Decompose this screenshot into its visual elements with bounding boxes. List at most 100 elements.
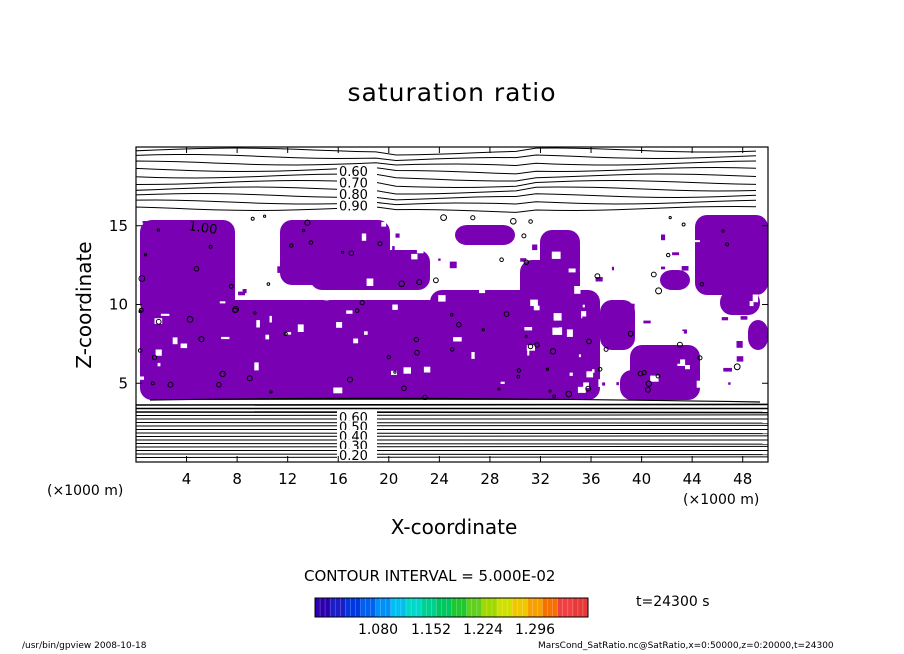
contour-fragment	[138, 275, 146, 282]
shaded-speckle	[568, 268, 576, 273]
shaded-speckle	[297, 324, 304, 332]
shaded-region-13	[695, 215, 768, 295]
contour-fragment	[655, 373, 661, 379]
shaded-speckle	[573, 249, 577, 256]
contour-fragment	[413, 336, 420, 343]
contour-fragment	[308, 240, 314, 245]
time-label: t=24300 s	[636, 594, 710, 610]
contour-label-lower-bg	[337, 449, 377, 461]
shaded-speckle	[526, 345, 535, 351]
shaded-speckle	[438, 388, 441, 394]
contour-fragment	[697, 355, 703, 361]
contour-fragment	[232, 307, 238, 314]
contour-fragment	[528, 219, 533, 224]
shaded-speckle	[238, 291, 245, 296]
contour-fragment	[666, 252, 671, 258]
contour-fragment	[156, 228, 161, 232]
shaded-speckle	[411, 253, 418, 260]
contour-fragment	[449, 312, 454, 317]
contour-fragment	[137, 348, 143, 353]
shaded-speckle	[145, 322, 155, 327]
contour-label-upper: 0.60	[339, 165, 368, 180]
colorbar-segment	[557, 598, 574, 617]
shaded-speckle	[723, 367, 732, 372]
contour-fragment	[269, 390, 273, 394]
x-unit-label-right: (×1000 m)	[683, 492, 760, 508]
shaded-speckle	[370, 277, 379, 281]
shaded-speckle	[180, 343, 188, 349]
shaded-speckle	[336, 322, 343, 328]
shaded-speckle	[736, 341, 743, 348]
shaded-speckle	[449, 261, 457, 269]
shaded-speckle	[254, 362, 259, 371]
shaded-speckle	[650, 375, 659, 382]
shaded-speckle	[155, 349, 162, 356]
colorbar-segment	[451, 598, 468, 617]
contour-fragment	[253, 311, 257, 315]
shaded-speckle	[275, 327, 282, 332]
shaded-speckle	[459, 324, 466, 331]
shaded-speckle	[297, 369, 306, 376]
shaded-speckle	[160, 313, 170, 316]
contour-fragment	[644, 386, 651, 393]
shaded-speckle	[224, 239, 229, 243]
colorbar-tick-label: 1.080	[358, 622, 398, 638]
shaded-speckle	[479, 288, 486, 294]
contour-fragment	[198, 336, 205, 343]
shaded-speckle	[154, 318, 163, 324]
colorbar-tick-label: 1.296	[515, 622, 555, 638]
contour-fragment	[359, 300, 365, 306]
shaded-speckle	[366, 278, 374, 286]
contour-label-upper: 0.70	[339, 177, 368, 192]
shaded-speckle	[349, 336, 358, 339]
contour-fragment	[552, 394, 557, 399]
shaded-speckle	[470, 276, 478, 283]
shaded-region-3	[140, 220, 235, 315]
contour-label-upper: 0.90	[339, 200, 368, 215]
y-tick-label: 10	[109, 296, 128, 314]
shaded-speckle	[675, 331, 684, 335]
shaded-speckle	[438, 258, 441, 261]
shaded-speckle	[403, 367, 411, 374]
shaded-speckle	[359, 278, 363, 285]
contour-fragment	[266, 282, 271, 286]
contour-line-lower	[135, 443, 769, 445]
colorbar-segment	[527, 598, 543, 617]
shaded-speckle	[566, 260, 575, 264]
contour-fragment	[545, 367, 550, 371]
shaded-speckle	[595, 277, 603, 282]
contour-line-upper	[135, 179, 757, 189]
contour-fragment	[641, 370, 647, 376]
contour-fragment	[347, 376, 353, 383]
shaded-speckle	[598, 379, 603, 387]
shaded-speckle	[392, 304, 398, 310]
shaded-speckle	[616, 274, 622, 282]
shaded-speckle	[712, 352, 721, 357]
shaded-speckle	[324, 292, 329, 301]
shaded-speckle	[417, 313, 425, 317]
contour-line-upper	[135, 205, 757, 213]
contour-fragment	[219, 370, 226, 378]
shaded-speckle	[671, 358, 676, 364]
x-tick-label: 48	[733, 470, 752, 488]
shaded-speckle	[581, 311, 587, 319]
contour-label-lower-bg	[337, 420, 377, 433]
shaded-speckle	[453, 337, 462, 342]
shaded-speckle	[172, 337, 178, 345]
shaded-speckle	[638, 237, 648, 243]
contour-line-upper	[135, 166, 757, 175]
shaded-speckle	[674, 388, 683, 396]
shaded-speckle	[670, 372, 678, 379]
shaded-speckle	[245, 233, 250, 240]
shaded-speckle	[647, 293, 652, 297]
footer-left: /usr/bin/gpview 2008-10-18	[22, 641, 147, 651]
contour-fragment	[151, 354, 158, 361]
contour-fragment	[155, 318, 162, 325]
shaded-speckle	[552, 327, 560, 335]
contour-fragment	[585, 385, 592, 392]
colorbar-segment	[421, 598, 437, 617]
shaded-speckle	[632, 369, 636, 377]
colorbar-segment	[406, 598, 422, 617]
contour-fragment	[393, 370, 397, 374]
shaded-speckle	[336, 269, 340, 274]
